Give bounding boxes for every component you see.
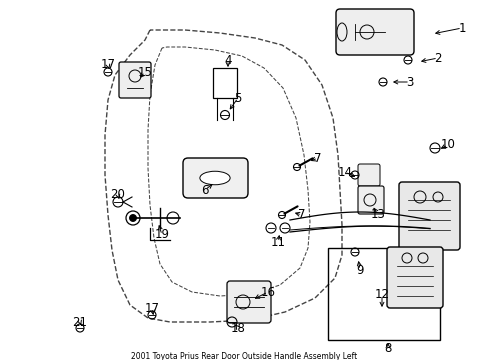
Text: 8: 8	[384, 342, 391, 355]
Bar	[213, 68, 237, 98]
Text: 10: 10	[440, 139, 454, 152]
FancyBboxPatch shape	[335, 9, 413, 55]
Text: 21: 21	[72, 315, 87, 328]
Text: 12: 12	[374, 288, 389, 302]
Text: 1: 1	[457, 22, 465, 35]
FancyBboxPatch shape	[398, 182, 459, 250]
Text: 11: 11	[270, 235, 285, 248]
FancyBboxPatch shape	[183, 158, 247, 198]
Ellipse shape	[200, 171, 230, 185]
Bar	[327, 248, 439, 340]
Text: 5: 5	[234, 91, 241, 104]
Text: 14: 14	[337, 166, 352, 179]
FancyBboxPatch shape	[226, 281, 270, 323]
Text: 19: 19	[154, 229, 169, 242]
Text: 7: 7	[298, 208, 305, 221]
Text: 6: 6	[201, 184, 208, 197]
Text: 16: 16	[260, 285, 275, 298]
Text: 20: 20	[110, 189, 125, 202]
Text: 3: 3	[406, 76, 413, 89]
Text: 2: 2	[433, 51, 441, 64]
Ellipse shape	[336, 23, 346, 41]
Text: 13: 13	[370, 208, 385, 221]
FancyBboxPatch shape	[386, 247, 442, 308]
FancyBboxPatch shape	[357, 186, 383, 214]
Circle shape	[129, 215, 136, 221]
Text: 7: 7	[314, 152, 321, 165]
Text: 2001 Toyota Prius Rear Door Outside Handle Assembly Left
69240-47020-G0: 2001 Toyota Prius Rear Door Outside Hand…	[131, 352, 357, 360]
Text: 15: 15	[137, 66, 152, 78]
Text: 17: 17	[144, 302, 159, 315]
FancyBboxPatch shape	[357, 164, 379, 186]
FancyBboxPatch shape	[119, 62, 151, 98]
Text: 9: 9	[356, 264, 363, 276]
Text: 17: 17	[101, 58, 115, 72]
Text: 18: 18	[230, 321, 245, 334]
Text: 4: 4	[224, 54, 231, 67]
